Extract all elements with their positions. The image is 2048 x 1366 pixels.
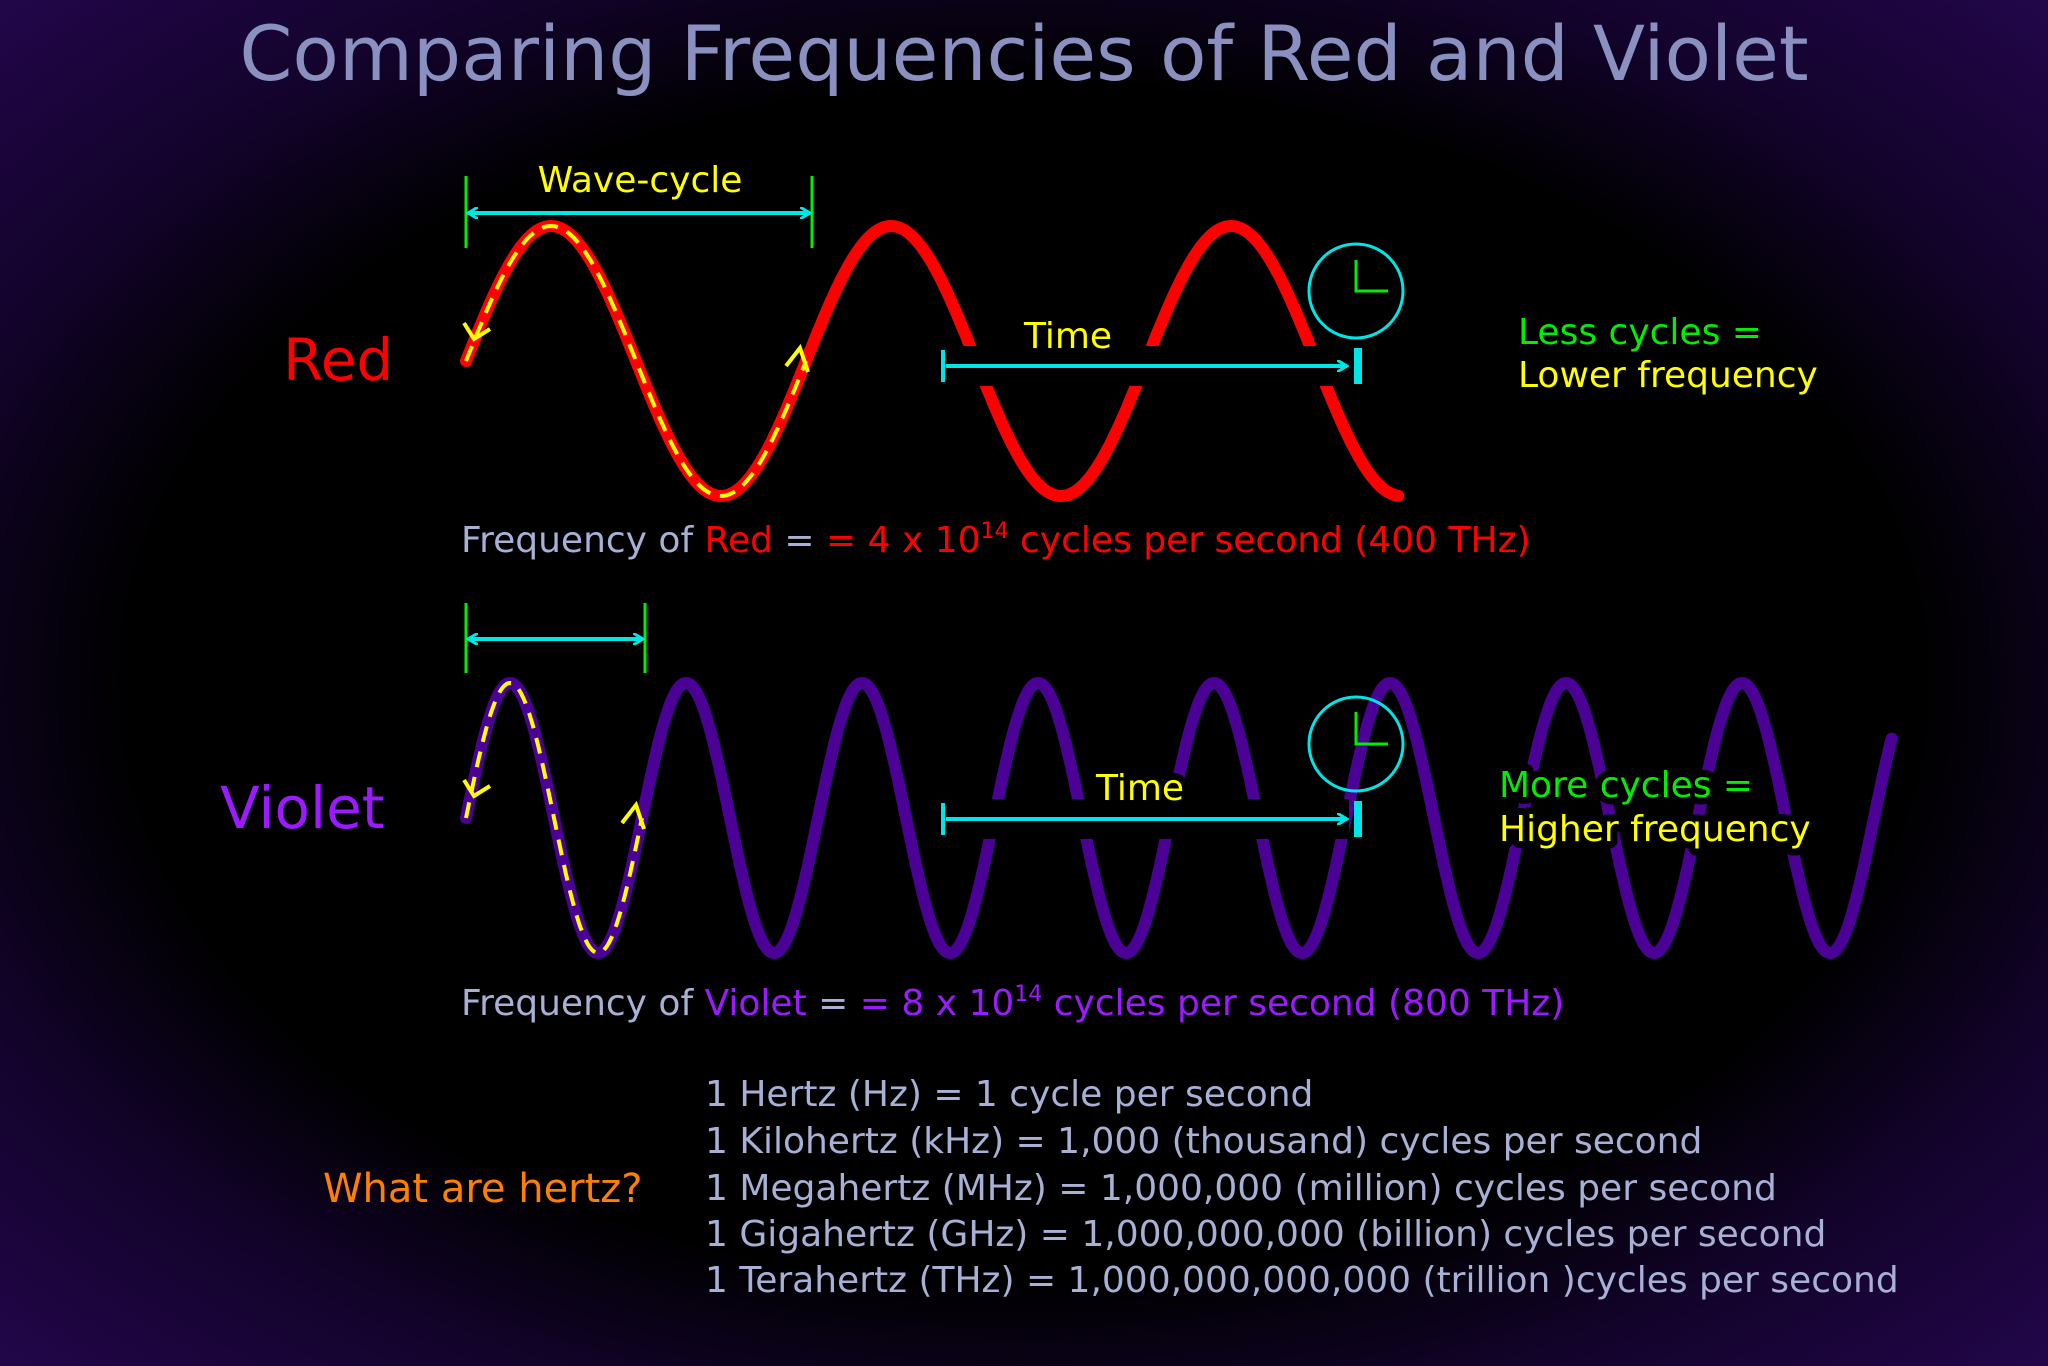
- hertz-line: 1 Megahertz (MHz) = 1,000,000 (million) …: [705, 1168, 1777, 1209]
- violet-note-line2: Higher frequency: [1499, 809, 1811, 850]
- red-note-line2: Lower frequency: [1518, 355, 1818, 396]
- cycle-dashed-trace: [464, 223, 808, 499]
- red-note-line1: Less cycles =: [1518, 312, 1762, 353]
- cycle-arrowhead: [462, 321, 492, 342]
- hertz-line: 1 Terahertz (THz) = 1,000,000,000,000 (t…: [705, 1260, 1899, 1301]
- page-title: Comparing Frequencies of Red and Violet: [239, 9, 1808, 98]
- clock-icon: [1307, 242, 1405, 340]
- violet-wave: [460, 676, 1898, 960]
- violet-time-label: Time: [1095, 768, 1184, 809]
- red-wave-cycle-bracket: Wave-cycle: [464, 160, 814, 248]
- wave-line: [460, 676, 1898, 960]
- red-frequency-text: Frequency of Red = = 4 x 1014 cycles per…: [461, 519, 1531, 561]
- violet-label: Violet: [220, 774, 385, 842]
- cycle-arrowhead: [620, 800, 646, 830]
- hertz-line: 1 Hertz (Hz) = 1 cycle per second: [705, 1074, 1313, 1115]
- hertz-line: 1 Gigahertz (GHz) = 1,000,000,000 (billi…: [705, 1214, 1826, 1255]
- cycle-dashed-trace: [464, 680, 644, 956]
- hertz-definitions: 1 Hertz (Hz) = 1 cycle per second 1 Kilo…: [705, 1074, 1899, 1301]
- hertz-line: 1 Kilohertz (kHz) = 1,000 (thousand) cyc…: [705, 1121, 1702, 1162]
- red-wave: [460, 219, 1405, 503]
- violet-frequency-text: Frequency of Violet = = 8 x 1014 cycles …: [461, 982, 1564, 1024]
- red-time-label: Time: [1023, 316, 1112, 357]
- cycle-arrowhead: [462, 778, 492, 799]
- red-time-arrow: Time: [941, 309, 1362, 386]
- wave-cycle-label: Wave-cycle: [538, 160, 743, 201]
- cycle-arrowhead: [784, 343, 810, 373]
- red-label: Red: [283, 326, 393, 394]
- violet-note-line1: More cycles =: [1499, 765, 1753, 806]
- clock-icon: [1307, 695, 1405, 793]
- hertz-question: What are hertz?: [323, 1166, 643, 1212]
- violet-wave-cycle-bracket: [464, 603, 647, 673]
- violet-time-arrow: Time: [941, 761, 1362, 839]
